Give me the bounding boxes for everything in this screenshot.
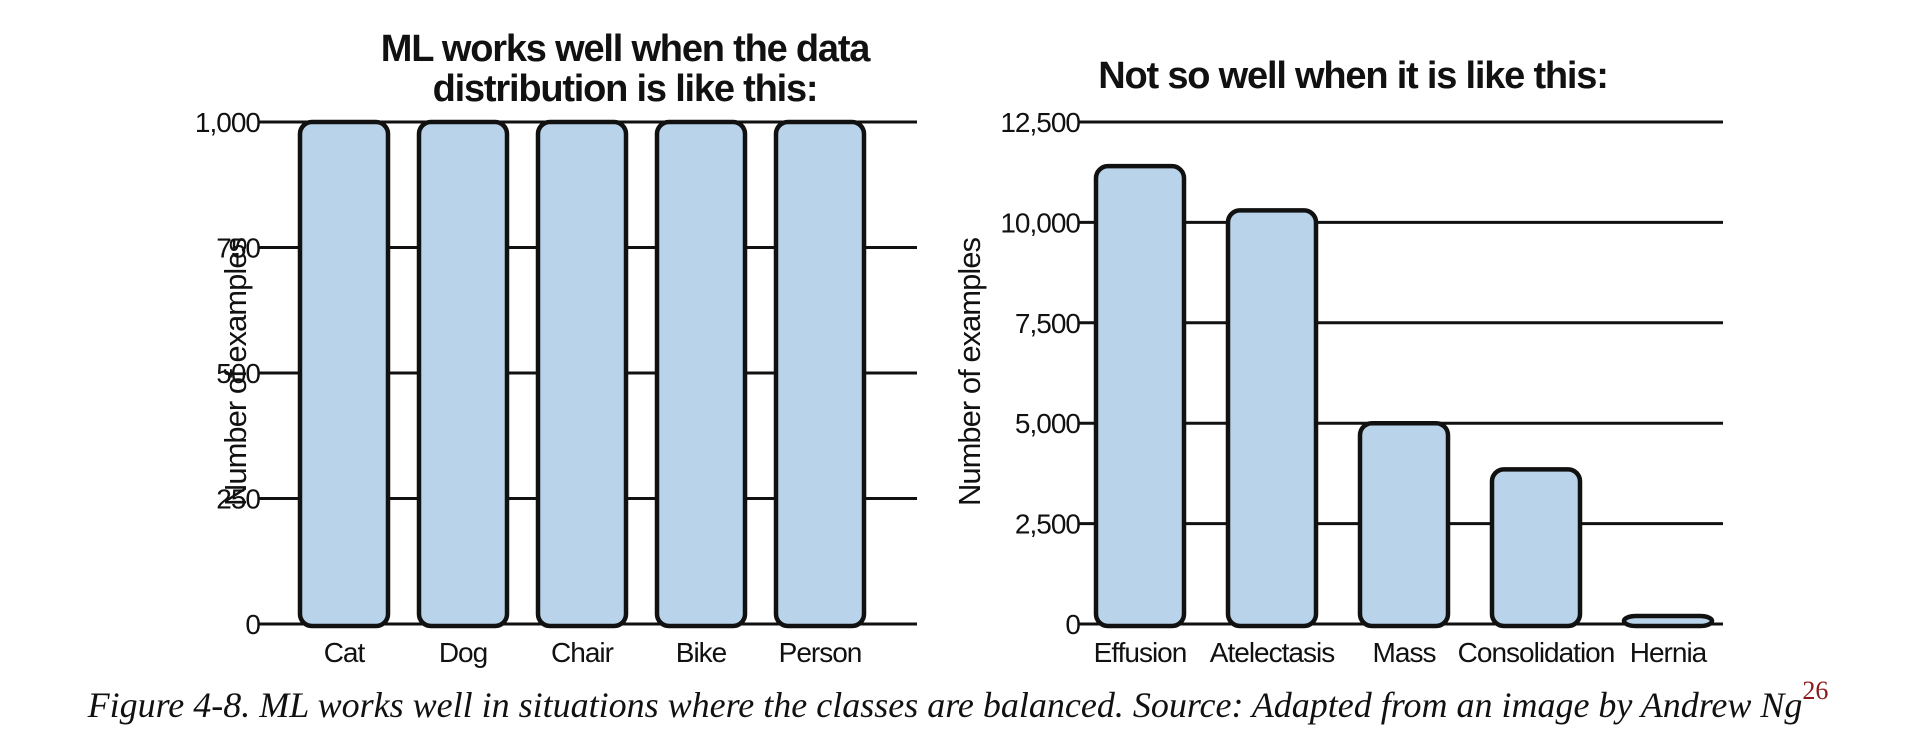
- caption-text: Figure 4-8. ML works well in situations …: [87, 685, 1803, 725]
- x-category-label: Consolidation: [1458, 637, 1615, 668]
- chart-title-line-1: Not so well when it is like this:: [1098, 55, 1607, 97]
- y-tick-label: 750: [216, 233, 260, 264]
- x-category-label: Atelectasis: [1210, 637, 1334, 668]
- x-category-label: Mass: [1373, 637, 1436, 668]
- y-tick-label: 10,000: [1000, 207, 1080, 238]
- x-category-label: Effusion: [1094, 637, 1187, 668]
- x-category-label: Person: [779, 637, 862, 668]
- y-tick-label: 2,500: [1015, 509, 1080, 540]
- y-tick-label: 5,000: [1015, 408, 1080, 439]
- y-tick-label: 250: [216, 484, 260, 515]
- bar-atelectasis: [1225, 208, 1319, 629]
- bar-effusion: [1093, 163, 1187, 629]
- x-category-label: Hernia: [1630, 637, 1708, 668]
- x-category-label: Dog: [439, 637, 487, 668]
- chart-title-line-2: distribution is like this:: [433, 68, 818, 110]
- bar-dog: [416, 119, 510, 629]
- bar-bike: [654, 119, 748, 629]
- bar-consolidation: [1489, 467, 1583, 629]
- y-tick-label: 1,000: [195, 107, 260, 138]
- y-tick-label: 0: [245, 609, 260, 640]
- chart-title-line-1: ML works well when the data: [381, 28, 872, 70]
- x-category-label: Bike: [676, 637, 727, 668]
- x-category-label: Cat: [324, 637, 366, 668]
- y-tick-label: 7,500: [1015, 308, 1080, 339]
- y-axis-label: Number of examples: [952, 237, 987, 506]
- chart-imbalanced: Not so well when it is like this: 0 2,500 5…: [952, 55, 1723, 668]
- chart-balanced: ML works well when the datadistribution …: [195, 28, 917, 668]
- footnote-marker[interactable]: 26: [1802, 676, 1829, 705]
- y-tick-label: 500: [216, 358, 260, 389]
- y-axis-label: Number of examples: [218, 237, 253, 506]
- x-category-label: Chair: [551, 637, 614, 668]
- bar-hernia: [1621, 613, 1715, 629]
- bar-chair: [535, 119, 629, 629]
- figure-caption: Figure 4-8. ML works well in situations …: [0, 678, 1916, 726]
- bar-cat: [297, 119, 391, 629]
- y-tick-label: 12,500: [1000, 107, 1080, 138]
- bar-person: [773, 119, 867, 629]
- bar-mass: [1357, 420, 1451, 629]
- y-tick-label: 0: [1065, 609, 1080, 640]
